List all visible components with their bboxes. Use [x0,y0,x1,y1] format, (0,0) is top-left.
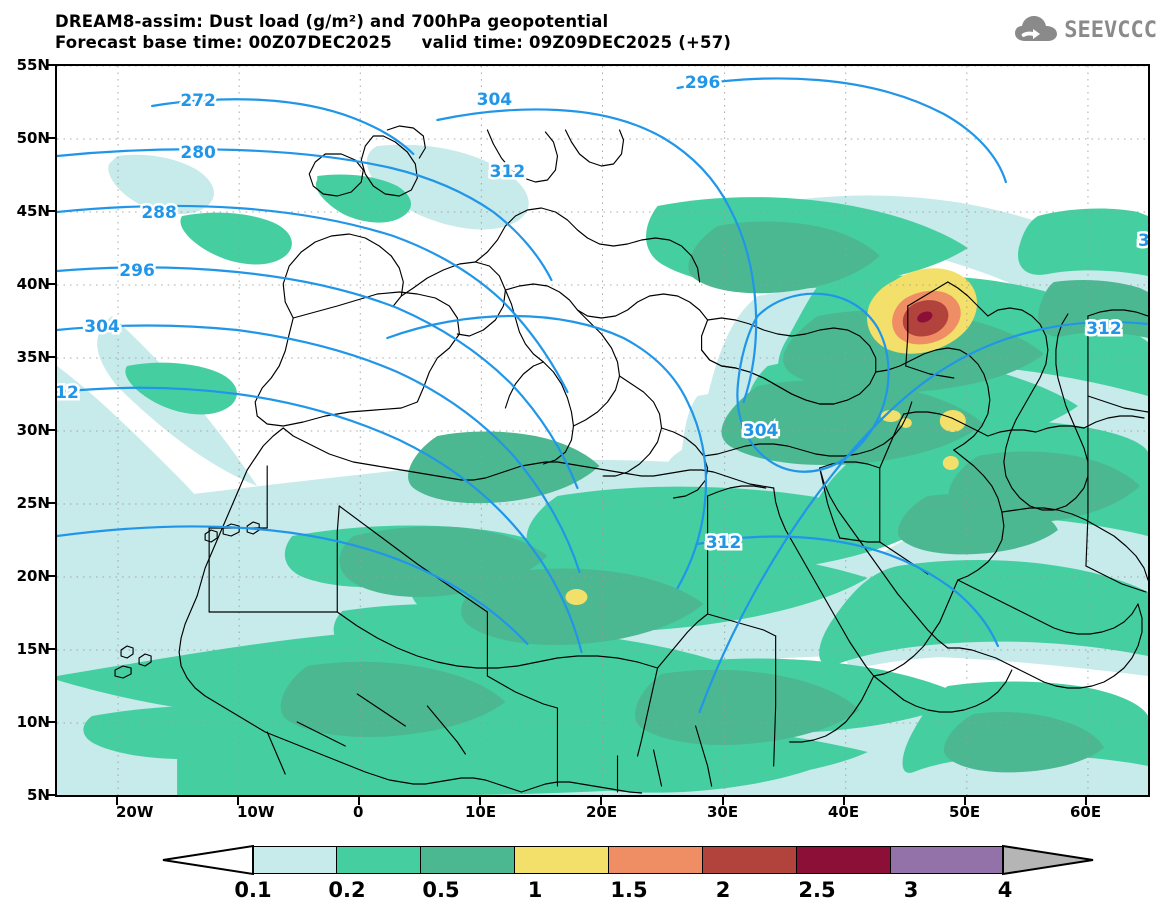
ytick-mark [47,210,55,212]
ytick-mark [47,575,55,577]
svg-text:312: 312 [490,162,526,182]
ytick-mark [47,283,55,285]
header: DREAM8-assim: Dust load (g/m²) and 700hP… [0,0,1165,60]
svg-text:3: 3 [1138,231,1148,251]
xtick-mark [116,797,118,805]
ytick-5N: 5N [27,786,50,804]
svg-text:312: 312 [1086,319,1122,339]
xtick-30E: 30E [707,803,739,821]
colorbar-tick-2.5: 2.5 [798,878,836,902]
xtick-20E: 20E [586,803,618,821]
xtick-0: 0 [353,803,364,821]
xtick-50E: 50E [949,803,981,821]
colorbar-cell-2.5[interactable] [797,846,891,874]
ytick-mark [47,502,55,504]
ytick-25N: 25N [16,494,50,512]
colorbar[interactable]: 0.1 0.2 0.5 1 1.5 2 2.5 3 4 [0,838,1165,907]
logo-text: SEEVCCC [1064,17,1157,43]
xtick-60E: 60E [1070,803,1102,821]
colorbar-cell-1[interactable] [515,846,609,874]
ytick-50N: 50N [16,129,50,147]
cloud-arrow-icon [1015,16,1058,41]
colorbar-cell-3[interactable] [891,846,1003,874]
svg-text:272: 272 [180,91,216,111]
svg-text:296: 296 [685,73,721,93]
xtick-40E: 40E [828,803,860,821]
xtick-20W: 20W [116,803,154,821]
colorbar-under-arrow [162,844,254,876]
colorbar-tick-1.5: 1.5 [610,878,648,902]
ytick-35N: 35N [16,348,50,366]
geopotential-contours [57,77,1148,714]
colorbar-over-arrow [1002,844,1094,876]
colorbar-tick-2: 2 [715,878,731,902]
colorbar-cell-2[interactable] [703,846,797,874]
map-plot-area[interactable]: 272 280 288 296 304 12 296 304 312 312 3… [55,64,1150,797]
xtick-mark [843,797,845,805]
xtick-mark [600,797,602,805]
colorbar-swatches[interactable] [253,846,1003,874]
svg-text:288: 288 [141,203,177,223]
xtick-mark [479,797,481,805]
contour-labels: 272 280 288 296 304 12 296 304 312 312 3… [57,71,1148,556]
svg-text:296: 296 [119,261,155,281]
ytick-mark [47,794,55,796]
svg-text:12: 12 [57,383,79,403]
ytick-mark [47,64,55,66]
ytick-55N: 55N [16,56,50,74]
colorbar-tick-1: 1 [527,878,543,902]
ytick-30N: 30N [16,421,50,439]
ytick-mark [47,721,55,723]
colorbar-tick-4: 4 [997,878,1013,902]
xtick-mark [358,797,360,805]
ytick-10N: 10N [16,713,50,731]
ytick-mark [47,137,55,139]
colorbar-tick-0.5: 0.5 [422,878,460,902]
svg-text:304: 304 [743,421,779,441]
forecast-time-line: Forecast base time: 00Z07DEC2025 valid t… [55,33,732,52]
colorbar-cell-0.1[interactable] [253,846,337,874]
colorbar-cell-1.5[interactable] [609,846,703,874]
colorbar-tick-0.1: 0.1 [234,878,272,902]
svg-text:304: 304 [477,90,513,110]
seevccc-logo: SEEVCCC [1014,13,1157,47]
dust-level-2.5 [917,311,933,323]
colorbar-arrows [162,844,1094,876]
ytick-20N: 20N [16,567,50,585]
svg-text:280: 280 [180,143,216,163]
colorbar-cell-0.5[interactable] [421,846,515,874]
ytick-mark [47,356,55,358]
colorbar-tick-0.2: 0.2 [328,878,366,902]
xtick-10W: 10W [237,803,275,821]
ytick-mark [47,429,55,431]
coastlines-and-borders [114,125,1148,794]
ytick-mark [47,648,55,650]
xtick-10E: 10E [465,803,497,821]
ytick-15N: 15N [16,640,50,658]
ytick-40N: 40N [16,275,50,293]
dust-load-map: 272 280 288 296 304 12 296 304 312 312 3… [57,66,1148,795]
ytick-45N: 45N [16,202,50,220]
page-title: DREAM8-assim: Dust load (g/m²) and 700hP… [55,12,609,31]
xtick-mark [1085,797,1087,805]
colorbar-cell-0.2[interactable] [337,846,421,874]
xtick-mark [237,797,239,805]
dust-level-0.5 [280,221,1148,773]
xtick-mark [964,797,966,805]
svg-text:304: 304 [84,317,120,337]
colorbar-tick-3: 3 [903,878,919,902]
xtick-mark [722,797,724,805]
svg-text:312: 312 [706,533,742,553]
